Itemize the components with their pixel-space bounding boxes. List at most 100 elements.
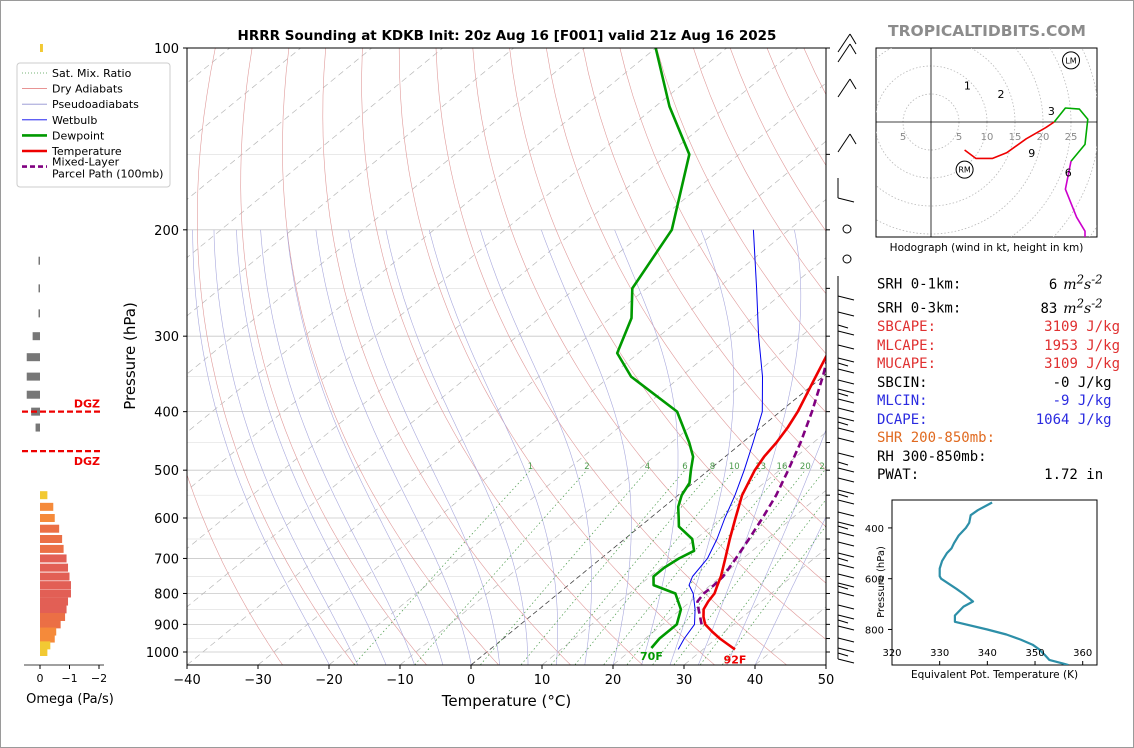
mixing-ratio-line — [353, 469, 531, 665]
pseudoadiabat-line — [192, 229, 330, 665]
pseudoadiabat-line — [614, 229, 679, 665]
param-row: MLCIN: -9 J/kg — [877, 392, 1134, 411]
barb-tick — [837, 637, 855, 643]
isotherm-line — [187, 48, 727, 491]
param-value: 83 — [1040, 300, 1058, 317]
omega-bar — [38, 309, 40, 318]
param-row: SBCAPE: 3109 J/kg — [877, 318, 1134, 337]
mixing-ratio-label: 2 — [584, 462, 589, 472]
barb-tick — [837, 614, 855, 620]
hodograph-height-label: 3 — [1048, 105, 1055, 118]
param-value: 1.72 in — [1044, 467, 1104, 484]
param-label: SBCIN: — [877, 374, 928, 391]
hodograph-content: 5 10 15 20 25 5 1 2 3 6 9 LM RM — [876, 48, 1097, 237]
param-value: 6 — [1048, 276, 1058, 293]
wind-barbs — [837, 33, 857, 664]
skewt-background-lines: 1 2 4 6 8 10 13 16 20 24 30 36 — [187, 48, 830, 665]
omega-bar — [40, 491, 48, 500]
dry-adiabat-line — [656, 48, 826, 355]
theta-e-y-tick-label: 600 — [865, 575, 884, 586]
calm-circle — [842, 224, 852, 234]
hodograph-ring-label: 10 — [981, 132, 994, 143]
legend-label-line: Mixed-Layer — [52, 156, 120, 169]
barb-tick — [837, 647, 855, 653]
dgz-label: DGZ — [74, 398, 100, 411]
legend-label-line: Dry Adiabats — [52, 83, 123, 96]
omega-bar — [40, 572, 70, 581]
omega-bar — [38, 284, 40, 293]
storm-motion-label: LM — [1065, 56, 1076, 65]
theta-e-x-tick-label: 360 — [1073, 648, 1092, 659]
x-axis-label: Temperature (°C) — [441, 692, 571, 710]
isotherm-line — [187, 48, 514, 317]
mixing-ratio-label: 24 — [819, 462, 830, 472]
pseudoadiabat-line — [213, 229, 358, 665]
mixing-ratio-line — [626, 469, 783, 665]
mixed-layer-parcel-path-mb-line — [696, 358, 826, 625]
param-value: 56 % — [987, 448, 1134, 467]
pseudoadiabat-line — [726, 428, 826, 665]
barb-tick — [837, 295, 855, 301]
hodograph-caption: Hodograph (wind in kt, height in km) — [890, 242, 1084, 254]
barb-tick — [837, 573, 855, 579]
pseudoadiabat-line — [428, 229, 558, 665]
y-tick-label: 1000 — [146, 646, 179, 661]
omega-bar — [40, 641, 51, 650]
omega-bar — [40, 524, 60, 533]
omega-bar — [38, 256, 40, 265]
storm-motion-label: RM — [958, 166, 971, 175]
barb-tick — [837, 489, 855, 495]
barb-tick — [837, 604, 855, 610]
omega-bar — [40, 544, 64, 553]
y-tick-label: 200 — [154, 224, 179, 239]
isotherm-line — [400, 315, 826, 665]
theta-e-x-tick-label: 330 — [930, 648, 949, 659]
mixing-ratio-line — [520, 469, 686, 665]
mixing-ratio-line — [673, 469, 825, 665]
dry-adiabat-line — [282, 48, 499, 665]
param-row: SRH 0-3km: 83 m2s-2 — [877, 294, 1134, 318]
mixing-ratio-label: 1 — [528, 462, 533, 472]
isotherm-line — [613, 489, 826, 665]
isotherm-line — [187, 48, 656, 433]
pseudoadiabat-line — [669, 229, 735, 665]
mixing-ratio-label: 13 — [755, 462, 766, 472]
mixing-ratio-label: 8 — [710, 462, 715, 472]
omega-bar — [40, 44, 43, 52]
pseudoadiabat-line — [315, 229, 472, 665]
hodograph-ring-label: 25 — [1065, 132, 1078, 143]
skewt-axes: −40 −30 −20 −10 0 10 20 30 40 50 100 200 300 400 500 60… — [121, 42, 834, 710]
omega-bar — [26, 390, 40, 399]
barb-tick-half — [837, 421, 849, 426]
barb-tick — [837, 368, 855, 374]
isotherm-line — [258, 198, 826, 665]
mixing-ratio-label: 20 — [800, 462, 811, 472]
param-label: SBCAPE: — [877, 319, 937, 336]
omega-bar — [40, 605, 67, 614]
isotherm-line — [329, 257, 826, 665]
theta-e-panel: 320 330 340 350 360 400 600 800 Equivalent Pot. … — [865, 499, 1098, 681]
param-label: SRH 0-1km: — [877, 276, 962, 293]
omega-tick-label: 0 — [37, 672, 44, 685]
dewpointline — [615, 48, 696, 649]
barb-tick — [837, 563, 855, 569]
isotherm-line — [187, 48, 372, 200]
y-axis-label: Pressure (hPa) — [121, 302, 139, 410]
mixing-ratio-line — [722, 525, 826, 665]
wind-barb — [837, 618, 855, 643]
wind-barb — [837, 448, 855, 473]
omega-tick-label: −1 — [61, 672, 77, 685]
param-row: MUCAPE: 3109 J/kg — [877, 355, 1134, 374]
param-label: SHR 200-850mb: — [877, 430, 996, 447]
barb-tick — [837, 437, 855, 443]
barb-tick — [837, 531, 855, 537]
wind-barb — [837, 78, 857, 98]
mixing-ratio-line — [550, 469, 713, 665]
theta-e-x-tick-label: 340 — [978, 648, 997, 659]
omega-bar — [40, 534, 63, 543]
hodograph-height-label: 6 — [1065, 166, 1072, 179]
omega-axis-label: Omega (Pa/s) — [26, 692, 114, 707]
barb-tick — [837, 416, 855, 422]
hodograph-segment — [1053, 107, 1089, 162]
dry-adiabat-line — [187, 473, 283, 665]
